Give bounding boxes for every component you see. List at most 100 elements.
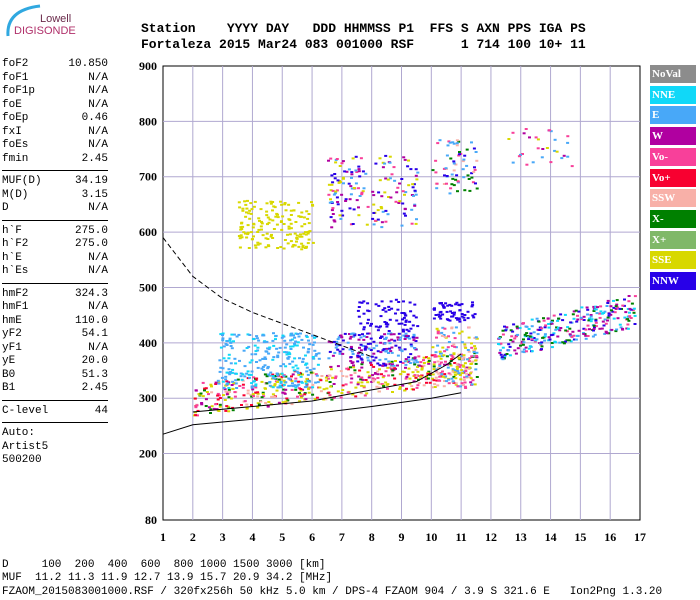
echo-point — [527, 338, 531, 341]
echo-point — [287, 225, 291, 228]
echo-point — [471, 314, 475, 317]
echo-point — [387, 330, 391, 332]
echo-point — [462, 365, 466, 368]
echo-point — [275, 223, 279, 226]
echo-point — [632, 311, 636, 314]
echo-point — [535, 317, 539, 320]
echo-point — [361, 190, 365, 193]
echo-point — [515, 325, 519, 328]
echo-point — [512, 323, 516, 326]
echo-point — [244, 232, 247, 235]
echo-point — [294, 340, 298, 343]
echo-point — [437, 372, 441, 375]
echo-point — [426, 377, 430, 380]
echo-point — [472, 351, 476, 353]
echo-point — [435, 187, 439, 190]
echo-point — [614, 305, 618, 308]
echo-point — [379, 337, 382, 339]
echo-point — [260, 380, 264, 383]
echo-point — [317, 357, 321, 360]
echo-point — [300, 235, 304, 238]
echo-point — [504, 329, 508, 332]
echo-point — [265, 210, 269, 213]
echo-point — [305, 370, 309, 373]
echo-point — [455, 174, 459, 177]
echo-point — [528, 136, 531, 139]
echo-point — [407, 356, 411, 359]
echo-point — [256, 349, 260, 352]
echo-point — [265, 375, 269, 378]
echo-point — [416, 325, 420, 328]
echo-point — [266, 365, 270, 368]
echo-point — [290, 403, 294, 406]
echo-point — [349, 185, 353, 188]
param-value: 275.0 — [74, 224, 108, 237]
echo-point — [623, 316, 627, 319]
echo-point — [555, 150, 559, 153]
echo-point — [446, 144, 450, 147]
echo-point — [563, 313, 567, 316]
echo-point — [343, 332, 347, 335]
param-name: hmF1 — [2, 301, 29, 313]
echo-point — [442, 334, 446, 336]
echo-point — [263, 364, 267, 367]
echo-point — [433, 355, 437, 358]
echo-point — [306, 232, 310, 235]
echo-point — [362, 335, 366, 338]
echo-point — [289, 227, 293, 230]
echo-point — [525, 332, 529, 335]
echo-point — [238, 237, 242, 240]
echo-point — [458, 365, 462, 368]
echo-point — [306, 379, 310, 382]
echo-point — [335, 196, 339, 199]
echo-point — [570, 335, 574, 338]
echo-point — [296, 341, 300, 344]
echo-point — [384, 370, 388, 373]
echo-point — [466, 174, 470, 177]
echo-point — [334, 346, 338, 349]
legend-item: Vo- — [650, 147, 696, 166]
echo-point — [398, 200, 402, 203]
echo-point — [385, 383, 389, 386]
echo-point — [345, 170, 349, 173]
echo-point — [553, 149, 557, 152]
echo-point — [456, 318, 460, 321]
echo-point — [210, 405, 214, 408]
echo-point — [275, 372, 279, 375]
echo-point — [552, 332, 556, 335]
echo-point — [389, 196, 393, 199]
echo-point — [438, 311, 442, 314]
echo-point — [467, 178, 471, 180]
echo-point — [250, 238, 254, 241]
y-tick-label: 200 — [139, 447, 157, 461]
echo-point — [462, 316, 466, 319]
echo-point — [276, 374, 279, 377]
echo-point — [336, 201, 340, 203]
echo-point — [249, 373, 253, 376]
echo-point — [606, 302, 610, 304]
echo-point — [463, 381, 467, 384]
echo-point — [369, 360, 372, 363]
echo-point — [266, 405, 270, 408]
echo-point — [468, 366, 472, 369]
echo-point — [276, 354, 280, 357]
echo-point — [326, 377, 330, 380]
echo-point — [382, 362, 386, 365]
echo-point — [369, 324, 373, 327]
echo-point — [606, 299, 610, 302]
echo-point — [366, 356, 370, 359]
echo-point — [525, 350, 528, 353]
echo-point — [470, 305, 474, 308]
echo-point — [281, 215, 285, 218]
echo-point — [381, 210, 385, 213]
echo-point — [314, 381, 318, 384]
echo-point — [360, 193, 364, 196]
echo-point — [384, 358, 388, 361]
echo-point — [194, 406, 198, 409]
echo-point — [398, 338, 402, 341]
echo-point — [456, 190, 459, 193]
echo-point — [586, 308, 590, 311]
echo-point — [360, 301, 364, 304]
echo-point — [344, 198, 348, 201]
